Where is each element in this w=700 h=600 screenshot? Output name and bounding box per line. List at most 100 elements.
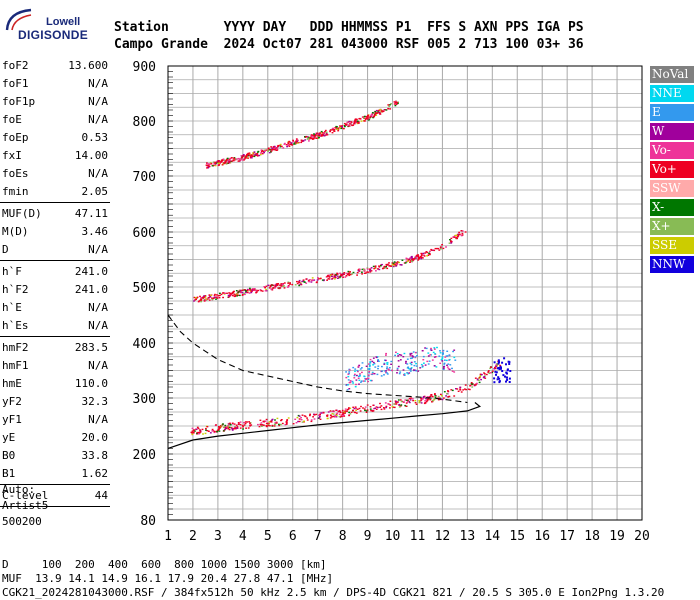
echo-point — [495, 373, 497, 376]
echo-point — [246, 291, 249, 294]
echo-point — [365, 272, 367, 274]
echo-point — [231, 160, 234, 162]
echo-point — [299, 283, 302, 285]
echo-point — [339, 126, 341, 129]
echo-point — [446, 364, 448, 366]
echo-point — [194, 430, 196, 432]
echo-point — [312, 138, 315, 140]
echo-point — [383, 374, 385, 376]
echo-point — [481, 373, 483, 376]
echo-point — [301, 414, 304, 416]
y-tick-label: 300 — [133, 392, 156, 407]
echo-point — [370, 114, 373, 116]
echo-point — [220, 160, 223, 162]
footer-info: D 100 200 400 600 800 1000 1500 3000 [km… — [2, 558, 664, 600]
echo-point — [494, 367, 497, 370]
echo-point — [347, 375, 350, 378]
echo-point — [285, 144, 288, 146]
echo-point — [399, 359, 402, 361]
param-value: 2.05 — [81, 185, 109, 198]
echo-point — [437, 395, 440, 398]
echo-point — [367, 374, 370, 376]
echo-point — [317, 277, 319, 279]
echo-point — [508, 363, 511, 365]
echo-point — [246, 156, 248, 159]
echo-point — [222, 426, 225, 429]
echo-point — [228, 426, 231, 429]
echo-point — [269, 285, 272, 288]
echo-point — [438, 397, 441, 399]
echo-point — [248, 292, 251, 294]
echo-point — [441, 244, 443, 246]
echo-point — [341, 125, 344, 127]
echo-point — [405, 362, 407, 364]
echo-point — [229, 424, 232, 426]
echo-point — [424, 252, 427, 254]
echo-point — [385, 370, 387, 372]
echo-point — [420, 258, 423, 260]
echo-point — [353, 374, 356, 377]
echo-point — [337, 277, 339, 279]
echo-point — [340, 275, 343, 278]
echo-point — [335, 413, 338, 415]
echo-point — [329, 130, 331, 133]
echo-point — [244, 293, 246, 296]
echo-point — [318, 414, 320, 416]
echo-point — [413, 364, 416, 367]
param-value: N/A — [88, 77, 108, 90]
echo-point — [247, 427, 250, 429]
echo-point — [506, 368, 509, 371]
param-row: hmF1 N/A — [0, 357, 110, 375]
echo-point — [212, 164, 215, 166]
echo-point — [289, 282, 291, 284]
echo-point — [355, 407, 358, 410]
echo-point — [412, 258, 414, 260]
echo-point — [353, 377, 356, 379]
echo-point — [363, 120, 366, 122]
echo-point — [237, 294, 239, 296]
echo-point — [371, 410, 374, 412]
echo-point — [464, 388, 466, 390]
param-row: foF1 N/A — [0, 75, 110, 93]
echo-point — [334, 416, 337, 418]
echo-point — [352, 271, 355, 274]
echo-point — [329, 410, 332, 412]
echo-point — [429, 253, 431, 256]
param-row: yF1 N/A — [0, 411, 110, 429]
echo-point — [497, 359, 500, 362]
echo-point — [385, 406, 387, 409]
echo-point — [359, 374, 361, 377]
echo-point — [205, 427, 207, 430]
echo-point — [392, 263, 395, 266]
echo-point — [215, 296, 217, 298]
echo-point — [369, 408, 372, 410]
echo-point — [450, 241, 453, 243]
echo-point — [504, 375, 506, 378]
echo-point — [309, 414, 311, 417]
echo-point — [249, 424, 251, 426]
echo-point — [455, 388, 457, 390]
echo-point — [287, 286, 289, 288]
echo-point — [252, 154, 255, 156]
echo-point — [344, 276, 347, 278]
echo-point — [297, 414, 300, 417]
echo-point — [420, 402, 423, 404]
echo-point — [227, 425, 229, 427]
echo-point — [221, 159, 224, 161]
echo-point — [218, 426, 220, 428]
legend-item: SSW — [650, 180, 694, 197]
echo-point — [326, 275, 329, 277]
echo-point — [368, 117, 371, 120]
echo-point — [354, 411, 356, 414]
echo-point — [414, 351, 417, 354]
param-value: 241.0 — [74, 265, 108, 278]
echo-point — [259, 153, 262, 156]
echo-point — [316, 132, 319, 134]
echo-point — [445, 395, 447, 397]
echo-point — [410, 352, 413, 355]
echo-point — [372, 364, 374, 366]
echo-point — [250, 157, 253, 159]
echo-point — [424, 400, 427, 402]
echo-point — [198, 433, 200, 435]
echo-point — [325, 133, 328, 135]
